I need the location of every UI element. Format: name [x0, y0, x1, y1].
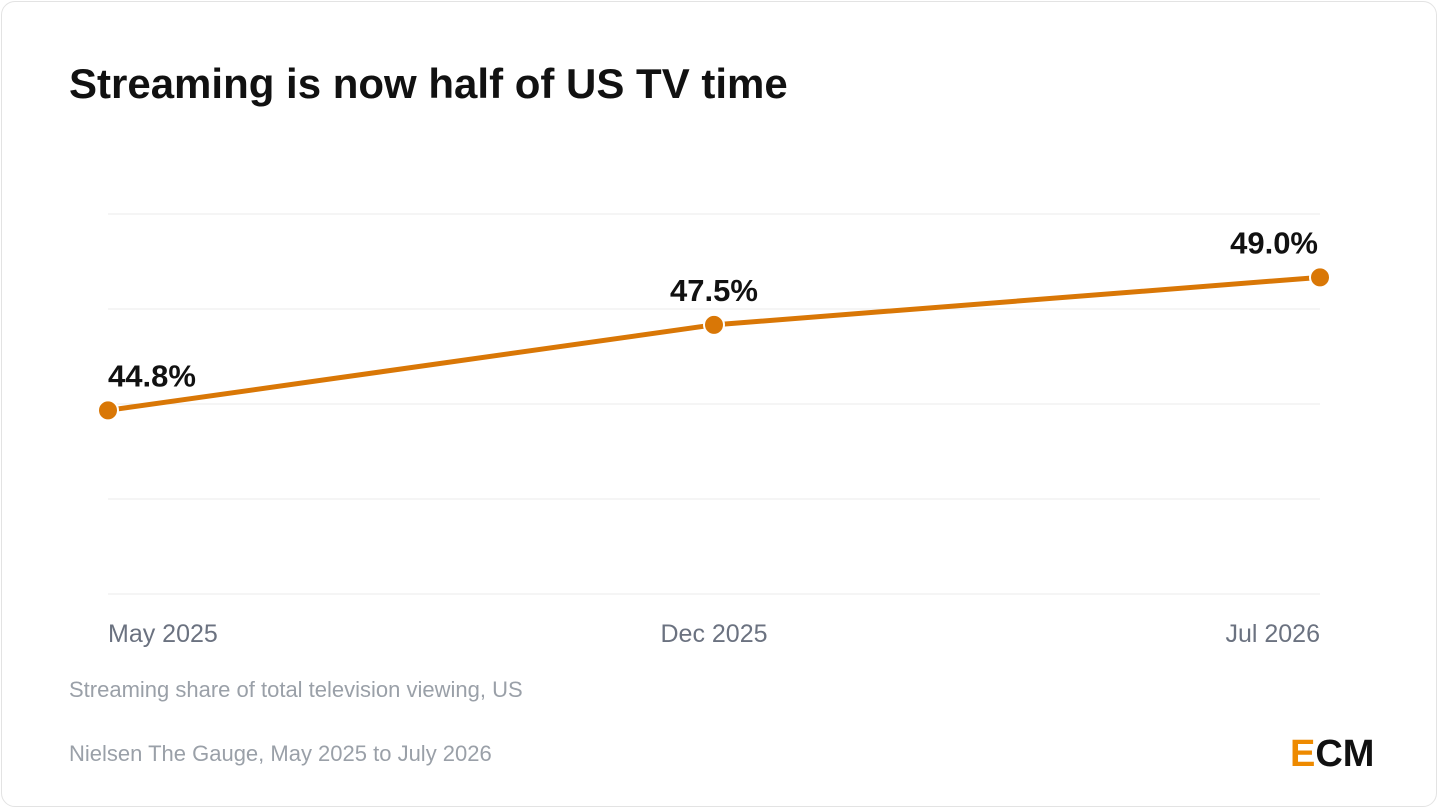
x-tick-label: Dec 2025 [660, 620, 767, 648]
chart-subtitle: Streaming share of total television view… [69, 677, 523, 702]
logo-letter-e: E [1290, 733, 1316, 775]
data-point[interactable] [1309, 266, 1331, 289]
x-tick-label: May 2025 [108, 620, 218, 648]
chart-title: Streaming is now half of US TV time [69, 60, 788, 107]
chart-source: Nielsen The Gauge, May 2025 to July 2026 [69, 741, 492, 766]
logo-letters-cm: CM [1315, 733, 1375, 775]
data-points [97, 266, 1331, 422]
gridlines [108, 213, 1320, 595]
data-label: 47.5% [670, 273, 758, 308]
data-label: 49.0% [1230, 225, 1318, 260]
brand-logo: ECM [1290, 733, 1374, 776]
x-tick-label: Jul 2026 [1225, 620, 1320, 648]
data-label: 44.8% [108, 358, 196, 393]
x-axis-ticks: May 2025 Dec 2025 Jul 2026 [108, 620, 1320, 648]
data-point[interactable] [703, 313, 725, 336]
data-point[interactable] [97, 399, 119, 422]
data-labels: 44.8% 47.5% 49.0% [108, 225, 1318, 393]
